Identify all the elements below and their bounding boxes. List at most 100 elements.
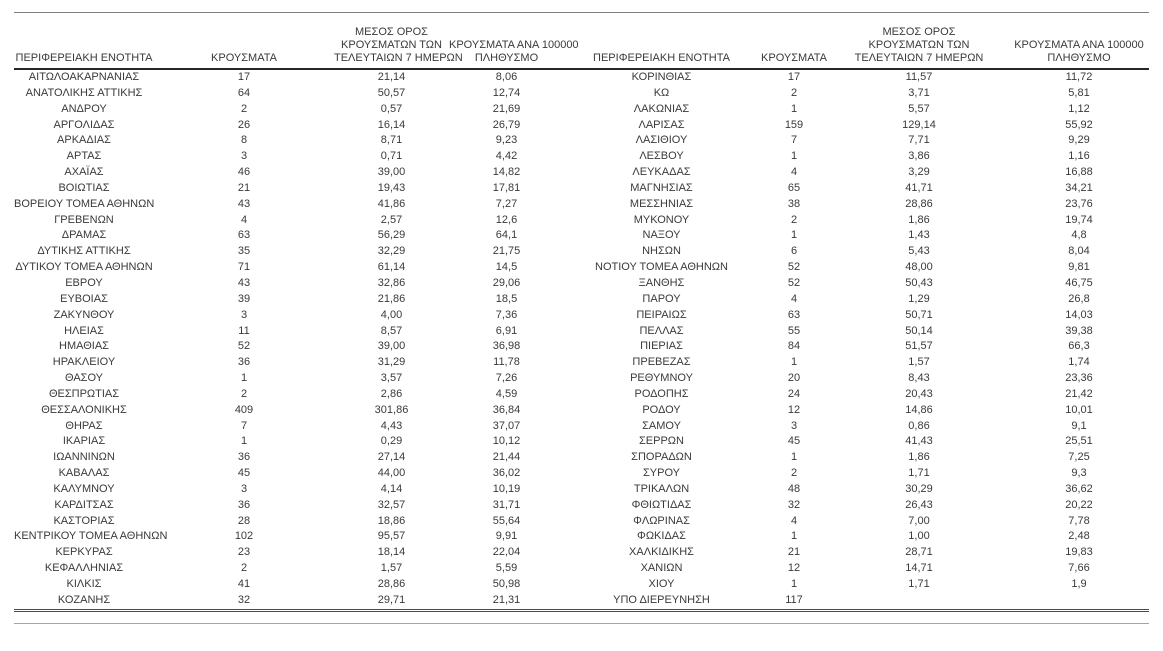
- per-100k-cell: 36,84: [492, 403, 521, 416]
- region-name-cell: ΑΡΓΟΛΙΔΑΣ: [53, 118, 115, 131]
- avg-7day-cell: 1,29: [908, 292, 930, 305]
- region-name-cell: ΚΟΡΙΝΘΙΑΣ: [631, 71, 692, 83]
- avg-7day-cell: 18,14: [377, 546, 406, 559]
- table-row: ΔΥΤΙΚΟΥ ΤΟΜΕΑ ΑΘΗΝΩΝ 71 61,14 14,5 ΝΟΤΙΟΥ ΤΟ…: [14, 260, 1149, 276]
- cases-cell: 48: [787, 482, 801, 495]
- per-100k-cell: 1,74: [1068, 356, 1090, 369]
- per-100k-cell: 55,92: [1065, 118, 1093, 131]
- region-name-cell: ΚΕΡΚΥΡΑΣ: [55, 546, 113, 559]
- per-100k-cell: 4,8: [1071, 229, 1087, 242]
- table-row: ΚΑΛΥΜΝΟΥ 3 4,14 10,19 ΤΡΙΚΑΛΩΝ 48 30,29 36,62: [14, 482, 1149, 498]
- per-100k-cell: 19,74: [1065, 213, 1093, 226]
- cases-cell: 39: [237, 292, 251, 305]
- region-name-cell: ΛΕΥΚΑΔΑΣ: [632, 166, 691, 179]
- avg-7day-cell: 14,86: [905, 403, 933, 416]
- cases-cell: 2: [240, 102, 248, 115]
- cases-cell: 3: [240, 308, 248, 321]
- per-100k-cell: 11,72: [1065, 71, 1093, 83]
- per-100k-cell: 9,81: [1068, 261, 1090, 274]
- per-100k-cell: 14,82: [492, 166, 521, 179]
- table-row: ΑΡΤΑΣ 3 0,71 4,42 ΛΕΣΒΟΥ 1 3,86 1,16: [14, 149, 1149, 165]
- region-name-cell: ΘΕΣΠΡΩΤΙΑΣ: [48, 387, 120, 400]
- avg-7day-cell: 50,14: [905, 324, 933, 337]
- cases-cell: 2: [240, 387, 248, 400]
- avg-7day-cell: 7,71: [908, 134, 930, 147]
- per-100k-cell: 26,79: [492, 118, 521, 131]
- avg-7day-cell: 16,14: [377, 118, 406, 131]
- cases-cell: 17: [237, 71, 251, 83]
- per-100k-cell: 21,42: [1065, 387, 1093, 400]
- avg-7day-cell: 1,71: [908, 467, 930, 480]
- per-100k-cell: 5,81: [1068, 86, 1090, 99]
- region-name-cell: ΚΕΦΑΛΛΗΝΙΑΣ: [44, 562, 124, 575]
- region-name-cell: ΕΒΡΟΥ: [65, 276, 103, 289]
- cases-cell: 23: [237, 546, 251, 559]
- cases-cell: 8: [240, 134, 248, 147]
- avg-7day-cell: 50,71: [905, 308, 933, 321]
- avg-7day-cell: 28,71: [905, 546, 933, 559]
- region-name-cell: ΣΑΜΟΥ: [642, 419, 681, 432]
- avg-7day-cell: 41,71: [905, 181, 933, 194]
- region-name-cell: ΑΙΤΩΛΟΑΚΑΡΝΑΝΙΑΣ: [28, 71, 140, 83]
- cases-cell: 3: [790, 419, 798, 432]
- per-100k-cell: 50,98: [492, 578, 521, 590]
- avg-7day-cell: 32,29: [377, 245, 406, 258]
- cases-cell: 36: [237, 498, 251, 511]
- avg-7day-cell: 4,14: [380, 482, 403, 495]
- avg-7day-cell: 8,43: [908, 372, 930, 385]
- region-name-cell: ΡΟΔΟΥ: [642, 403, 681, 416]
- per-100k-cell: 11,78: [493, 356, 520, 369]
- table-row: ΗΡΑΚΛΕΙΟΥ 36 31,29 11,78 ΠΡΕΒΕΖΑΣ 1 1,57 1,74: [14, 355, 1149, 371]
- cases-cell: 1: [790, 530, 798, 543]
- avg-7day-cell: 4,43: [380, 419, 403, 432]
- per-100k-cell: 7,25: [1068, 451, 1090, 464]
- per-100k-cell: 16,88: [1065, 166, 1093, 179]
- avg-7day-cell: 0,86: [908, 419, 930, 432]
- cases-cell: 3: [240, 482, 248, 495]
- avg-7day-cell: 1,71: [908, 578, 930, 590]
- per-100k-cell: 9,29: [1068, 134, 1090, 147]
- cases-cell: 63: [237, 229, 251, 242]
- region-name-cell: ΦΘΙΩΤΙΔΑΣ: [631, 498, 692, 511]
- column-header-per100k-left: ΚΡΟΥΣΜΑΤΑ ΑΝΑ 100000 ΠΛΗΘΥΣΜΟ: [449, 39, 579, 64]
- avg-7day-cell: 21,86: [377, 292, 406, 305]
- per-100k-cell: 23,76: [1065, 197, 1093, 210]
- avg-7day-cell: 32,86: [377, 276, 406, 289]
- table-row: ΙΩΑΝΝΙΝΩΝ 36 27,14 21,44 ΣΠΟΡΑΔΩΝ 1 1,86 7,25: [14, 450, 1149, 466]
- region-name-cell: ΡΟΔΟΠΗΣ: [634, 387, 689, 400]
- avg-7day-cell: 27,14: [377, 451, 406, 464]
- column-header-avg7-right: ΜΕΣΟΣ ΟΡΟΣ ΚΡΟΥΣΜΑΤΩΝ ΤΩΝ ΤΕΛΕΥΤΑΙΩΝ 7 Η…: [854, 26, 984, 64]
- cases-cell: 1: [790, 578, 798, 590]
- cases-cell: 1: [790, 102, 798, 115]
- avg-7day-cell: 0,57: [380, 102, 403, 115]
- avg-7day-cell: 28,86: [905, 197, 933, 210]
- per-100k-cell: 12,74: [492, 86, 521, 99]
- per-100k-cell: 14,03: [1065, 308, 1093, 321]
- per-100k-cell: 12,6: [495, 213, 518, 226]
- per-100k-cell: 7,78: [1068, 514, 1090, 527]
- avg-7day-cell: 41,86: [377, 197, 406, 210]
- per-100k-cell: [1009, 593, 1149, 610]
- region-name-cell: ΣΠΟΡΑΔΩΝ: [631, 451, 692, 464]
- avg-7day-cell: 7,00: [908, 514, 930, 527]
- table-row: ΘΕΣΠΡΩΤΙΑΣ 2 2,86 4,59 ΡΟΔΟΠΗΣ 24 20,43 21,42: [14, 387, 1149, 403]
- table-row: ΑΡΚΑΔΙΑΣ 8 8,71 9,23 ΛΑΣΙΘΙΟΥ 7 7,71 9,29: [14, 133, 1149, 149]
- cases-cell: 65: [787, 181, 801, 194]
- avg-7day-cell: 48,00: [905, 261, 933, 274]
- table-row: ΑΝΑΤΟΛΙΚΗΣ ΑΤΤΙΚΗΣ 64 50,57 12,74 ΚΩ 2 3,71 5,8…: [14, 86, 1149, 102]
- avg-7day-cell: 39,00: [377, 166, 406, 179]
- avg-7day-cell: 0,29: [380, 435, 403, 448]
- avg-7day-cell: 61,14: [377, 261, 406, 274]
- avg-7day-cell: 4,00: [380, 308, 403, 321]
- cases-cell: 24: [787, 387, 801, 400]
- per-100k-cell: 4,42: [495, 150, 518, 163]
- region-name-cell: ΙΚΑΡΙΑΣ: [62, 435, 106, 448]
- per-100k-cell: 66,3: [1068, 340, 1090, 353]
- cases-cell: 20: [787, 372, 801, 385]
- avg-7day-cell: 44,00: [377, 467, 406, 480]
- avg-7day-cell: 301,86: [374, 403, 409, 416]
- cases-cell: 46: [237, 166, 251, 179]
- region-name-cell: ΓΡΕΒΕΝΩΝ: [54, 213, 114, 226]
- per-100k-cell: 39,38: [1065, 324, 1093, 337]
- region-name-cell: ΤΡΙΚΑΛΩΝ: [633, 482, 690, 495]
